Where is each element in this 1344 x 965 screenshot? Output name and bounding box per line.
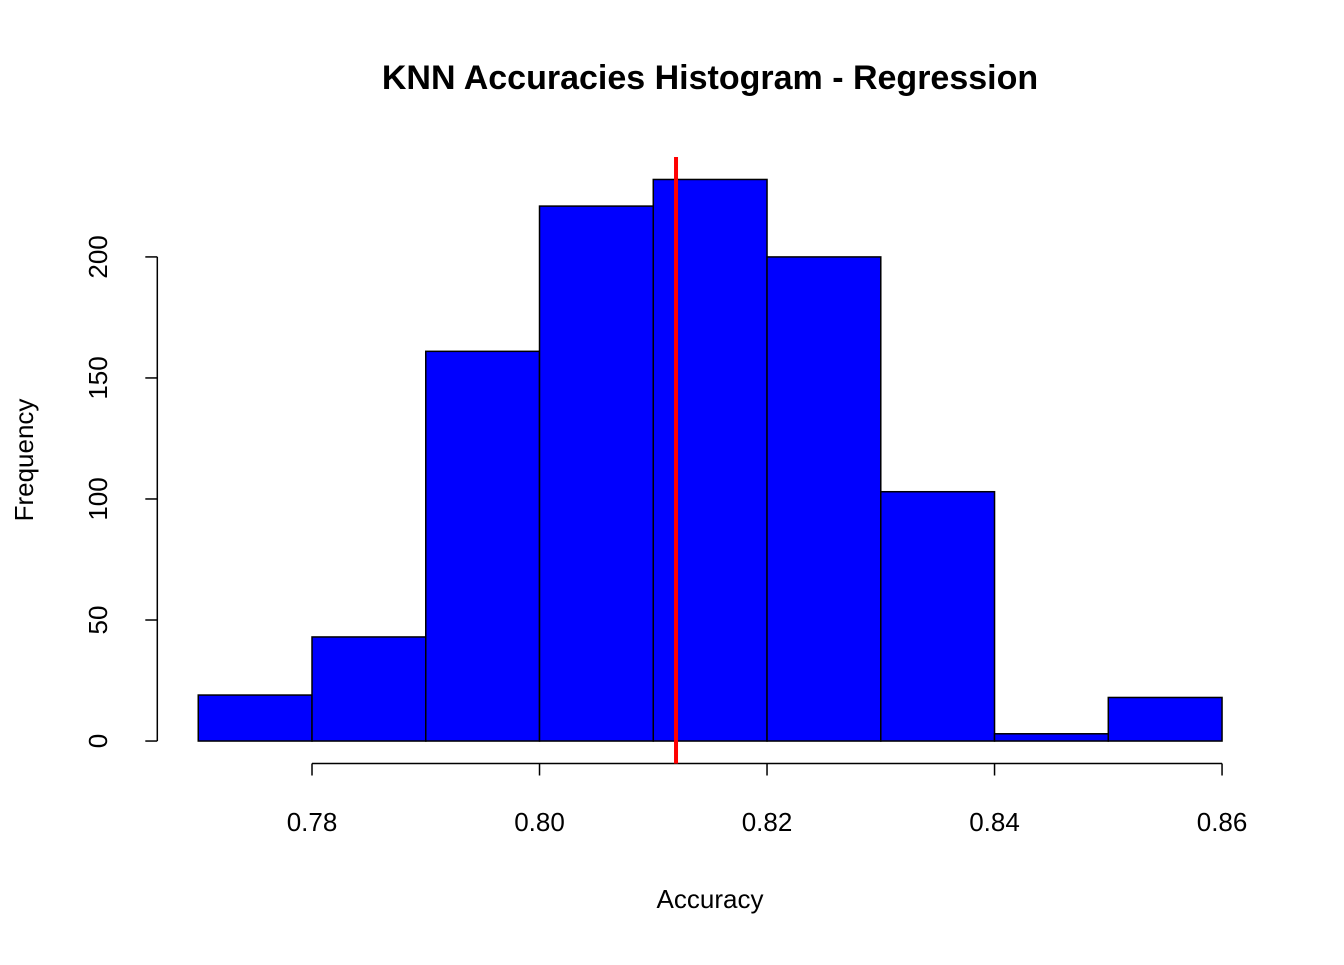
y-tick-label: 50 [83, 606, 113, 635]
bar [766, 256, 882, 742]
chart-title: KNN Accuracies Histogram - Regression [382, 59, 1038, 97]
x-tick-label: 0.78 [287, 807, 338, 837]
bar [993, 733, 1110, 742]
x-tick-label: 0.86 [1197, 807, 1248, 837]
y-tick-label: 200 [83, 235, 113, 278]
bar [652, 178, 768, 742]
y-tick-label: 0 [83, 734, 113, 748]
x-tick-label: 0.80 [514, 807, 565, 837]
bar [1107, 696, 1223, 742]
bar [880, 490, 996, 742]
y-tick-label: 150 [83, 356, 113, 399]
bar [425, 350, 541, 742]
x-tick-label: 0.82 [742, 807, 793, 837]
bar [311, 636, 427, 742]
x-axis-title: Accuracy [657, 884, 764, 914]
bar [197, 694, 313, 742]
y-axis-title: Frequency [9, 399, 39, 522]
x-tick-label: 0.84 [969, 807, 1020, 837]
y-tick-label: 100 [83, 477, 113, 520]
bar [538, 205, 655, 742]
